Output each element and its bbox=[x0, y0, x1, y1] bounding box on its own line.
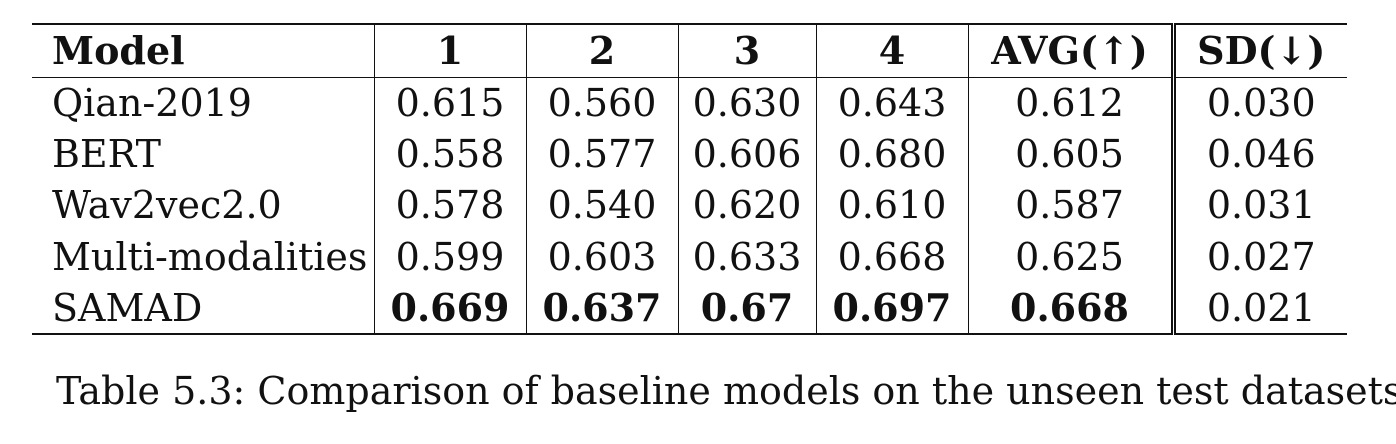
header-dataset-2: 2 bbox=[526, 24, 679, 77]
header-model: Model bbox=[32, 24, 375, 77]
score-cell: 0.606 bbox=[678, 128, 817, 180]
table-row: BERT 0.558 0.577 0.606 0.680 0.605 0.046 bbox=[32, 128, 1347, 180]
best-score-cell: 0.637 bbox=[526, 282, 679, 334]
score-cell: 0.578 bbox=[374, 179, 527, 232]
model-name-cell: Wav2vec2.0 bbox=[32, 179, 375, 232]
model-name-cell: BERT bbox=[32, 128, 375, 180]
header-dataset-1: 1 bbox=[374, 24, 527, 77]
score-cell: 0.633 bbox=[678, 231, 817, 283]
sd-cell: 0.046 bbox=[1206, 132, 1316, 177]
table-row: Qian-2019 0.615 0.560 0.630 0.643 0.612 … bbox=[32, 77, 1347, 129]
best-score-cell: 0.669 bbox=[374, 282, 527, 334]
model-name-cell: Multi-modalities bbox=[32, 231, 375, 283]
table-row: Wav2vec2.0 0.578 0.540 0.620 0.610 0.587… bbox=[32, 179, 1347, 232]
score-cell: 0.643 bbox=[816, 77, 969, 129]
model-name-cell: SAMAD bbox=[32, 282, 375, 334]
results-table: Model 1 2 3 4 AVG(↑) SD(↓) Qian-2019 0.6… bbox=[32, 23, 1347, 335]
sd-cell: 0.027 bbox=[1206, 234, 1316, 279]
score-cell: 0.630 bbox=[678, 77, 817, 129]
best-score-cell: 0.697 bbox=[816, 282, 969, 334]
header-avg: AVG(↑) bbox=[968, 24, 1176, 77]
header-row: Model 1 2 3 4 AVG(↑) SD(↓) bbox=[32, 24, 1347, 77]
avg-cell: 0.587 bbox=[968, 179, 1176, 232]
score-cell: 0.558 bbox=[374, 128, 527, 180]
table-header: Model 1 2 3 4 AVG(↑) SD(↓) bbox=[32, 24, 1347, 77]
avg-cell: 0.605 bbox=[968, 128, 1176, 180]
score-cell: 0.668 bbox=[816, 231, 969, 283]
header-dataset-4: 4 bbox=[816, 24, 969, 77]
table-body: Qian-2019 0.615 0.560 0.630 0.643 0.612 … bbox=[32, 77, 1347, 334]
score-cell: 0.615 bbox=[374, 77, 527, 129]
score-cell: 0.577 bbox=[526, 128, 679, 180]
model-name-cell: Qian-2019 bbox=[32, 77, 375, 129]
score-cell: 0.560 bbox=[526, 77, 679, 129]
sd-cell: 0.030 bbox=[1206, 80, 1316, 125]
best-score-cell: 0.67 bbox=[678, 282, 817, 334]
score-cell: 0.540 bbox=[526, 179, 679, 232]
sd-cell: 0.031 bbox=[1206, 183, 1316, 228]
score-cell: 0.680 bbox=[816, 128, 969, 180]
score-cell: 0.599 bbox=[374, 231, 527, 283]
sd-cell: 0.021 bbox=[1206, 285, 1316, 330]
score-cell: 0.603 bbox=[526, 231, 679, 283]
avg-cell: 0.625 bbox=[968, 231, 1176, 283]
best-avg-cell: 0.668 bbox=[968, 282, 1176, 334]
header-sd: SD(↓) bbox=[1197, 27, 1326, 73]
avg-cell: 0.612 bbox=[968, 77, 1176, 129]
header-dataset-3: 3 bbox=[678, 24, 817, 77]
results-table-container: Model 1 2 3 4 AVG(↑) SD(↓) Qian-2019 0.6… bbox=[32, 23, 1347, 335]
score-cell: 0.620 bbox=[678, 179, 817, 232]
table-caption: Table 5.3: Comparison of baseline models… bbox=[56, 369, 1396, 413]
table-row-best: SAMAD 0.669 0.637 0.67 0.697 0.668 0.021 bbox=[32, 282, 1347, 334]
table-row: Multi-modalities 0.599 0.603 0.633 0.668… bbox=[32, 231, 1347, 283]
score-cell: 0.610 bbox=[816, 179, 969, 232]
